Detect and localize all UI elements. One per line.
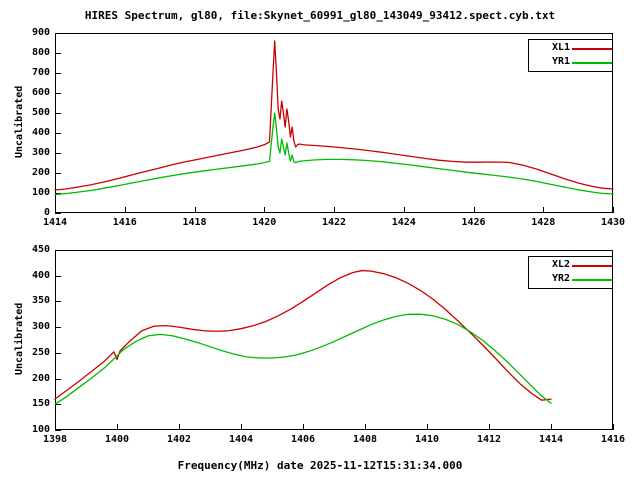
y-tick-label: 200 (31, 167, 50, 178)
y-tick-mark (55, 301, 61, 303)
y-tick-mark (55, 378, 61, 380)
y-tick-label: 350 (31, 295, 50, 307)
y-tick-mark (55, 352, 61, 354)
y-tick-label: 400 (31, 269, 50, 281)
y-tick-mark (55, 193, 61, 194)
x-tick-label: 1418 (182, 217, 207, 228)
y-tick-label: 900 (31, 27, 50, 38)
y-tick-label: 800 (31, 47, 50, 58)
y-tick-mark (55, 250, 61, 251)
x-tick-mark (194, 207, 196, 213)
x-tick-label: 1398 (42, 434, 68, 445)
y-tick-label: 500 (31, 107, 50, 118)
legend-swatch-xl2 (572, 265, 612, 267)
y-tick-mark (55, 430, 61, 431)
x-tick-mark (427, 424, 428, 430)
x-tick-label: 1402 (166, 434, 192, 445)
x-tick-label: 1422 (321, 217, 347, 228)
y-tick-label: 100 (31, 187, 50, 198)
x-tick-mark (55, 424, 56, 430)
legend-label-yr2: YR2 (551, 273, 570, 284)
x-tick-label: 1416 (112, 217, 137, 228)
y-tick-mark (55, 275, 61, 277)
x-tick-mark (489, 424, 490, 430)
legend-entry-yr2: YR2 (529, 273, 614, 286)
x-tick-label: 1426 (461, 217, 486, 228)
x-axis-caption: Frequency(MHz) date 2025-11-12T15:31:34.… (177, 459, 463, 472)
x-tick-label: 1430 (600, 217, 626, 228)
x-tick-mark (241, 424, 242, 430)
y-tick-label: 600 (31, 87, 50, 98)
y-tick-label: 250 (31, 346, 50, 358)
y-tick-label: 450 (31, 244, 50, 255)
x-tick-label: 1414 (538, 434, 564, 445)
legend-label-yr1: YR1 (551, 56, 570, 67)
y-tick-mark (55, 113, 61, 114)
top-legend: XL1 YR1 (528, 39, 613, 72)
x-tick-label: 1404 (228, 434, 254, 445)
x-tick-mark (365, 424, 366, 430)
x-tick-label: 1428 (531, 217, 556, 228)
x-tick-label: 1412 (476, 434, 502, 445)
legend-label-xl1: XL1 (551, 42, 570, 53)
x-tick-mark (334, 207, 335, 213)
y-tick-mark (55, 53, 61, 54)
legend-swatch-yr2 (572, 279, 612, 281)
y-tick-label: 100 (31, 424, 50, 435)
x-tick-label: 1414 (42, 217, 68, 228)
x-tick-mark (124, 207, 126, 213)
y-tick-mark (55, 33, 61, 34)
series-line-xl1 (54, 40, 614, 191)
legend-entry-yr1: YR1 (529, 56, 614, 69)
y-tick-mark (55, 73, 61, 74)
x-tick-label: 1410 (414, 434, 440, 445)
x-tick-label: 1420 (252, 217, 277, 228)
y-tick-label: 300 (31, 147, 50, 158)
y-tick-label: 0 (43, 207, 50, 218)
legend-swatch-xl1 (572, 48, 612, 50)
x-tick-mark (473, 207, 475, 213)
y-tick-label: 150 (31, 398, 50, 410)
x-tick-mark (613, 424, 614, 430)
x-tick-mark (55, 207, 56, 213)
x-tick-label: 1408 (352, 434, 378, 445)
page-title: HIRES Spectrum, gl80, file:Skynet_60991_… (84, 9, 556, 22)
bottom-legend: XL2 YR2 (528, 256, 613, 289)
y-tick-mark (55, 404, 61, 406)
legend-label-xl2: XL2 (551, 259, 570, 270)
y-tick-label: 300 (31, 321, 50, 333)
x-tick-label: 1406 (290, 434, 316, 445)
y-tick-label: 400 (31, 127, 50, 138)
y-tick-mark (55, 173, 61, 174)
x-tick-mark (403, 207, 405, 213)
y-tick-mark (55, 93, 61, 94)
bottom-plot-frame (55, 250, 613, 430)
x-tick-mark (613, 207, 614, 213)
series-line-yr1 (54, 112, 614, 196)
series-line-yr2 (54, 313, 552, 405)
legend-entry-xl2: XL2 (529, 259, 614, 272)
x-tick-mark (303, 424, 304, 430)
legend-entry-xl1: XL1 (529, 42, 614, 55)
x-tick-mark (117, 424, 118, 430)
x-tick-label: 1400 (104, 434, 130, 445)
x-tick-mark (543, 207, 545, 213)
y-tick-label: 200 (31, 372, 50, 384)
y-tick-mark (55, 327, 61, 329)
x-tick-label: 1416 (600, 434, 626, 445)
x-tick-mark (264, 207, 266, 213)
y-tick-mark (55, 133, 61, 134)
x-tick-mark (551, 424, 552, 430)
y-tick-mark (55, 213, 61, 214)
x-tick-mark (179, 424, 180, 430)
x-tick-label: 1424 (391, 217, 416, 228)
legend-swatch-yr1 (572, 62, 612, 64)
y-tick-label: 700 (31, 67, 50, 78)
top-plot-frame (55, 33, 613, 213)
y-tick-mark (55, 153, 61, 154)
